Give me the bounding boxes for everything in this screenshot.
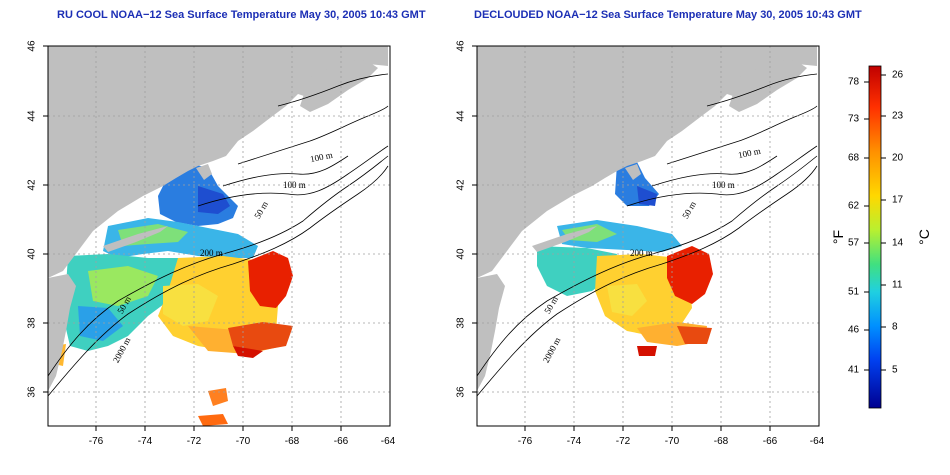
lon-tick-label: -66 [333, 436, 349, 447]
contour-label: 200 m [200, 248, 223, 258]
lat-tick-label: 40 [455, 248, 467, 260]
celsius-tick-label: 17 [892, 194, 904, 206]
fahrenheit-tick-label: 57 [848, 237, 860, 249]
lon-tick-label: -70 [235, 436, 251, 447]
lat-tick-label: 42 [455, 179, 467, 191]
lon-tick-label: -70 [664, 436, 680, 447]
left-map-title: RU COOL NOAA−12 Sea Surface Temperature … [57, 9, 426, 21]
lon-tick-label: -74 [137, 436, 153, 447]
lat-tick-label: 46 [26, 40, 38, 52]
lon-tick-label: -66 [762, 436, 778, 447]
celsius-unit-label: °C [916, 229, 932, 245]
lat-tick-label: 46 [455, 40, 467, 52]
colorbar-ticks [864, 74, 886, 371]
lat-tick-label: 44 [455, 110, 467, 122]
fahrenheit-unit-label: °F [830, 229, 846, 245]
left-axis-ticks [43, 45, 342, 431]
right-map-panel [476, 45, 820, 427]
lat-tick-label: 44 [26, 110, 38, 122]
celsius-tick-label: 5 [892, 364, 898, 376]
fahrenheit-tick-label: 68 [848, 152, 860, 164]
fahrenheit-tick-label: 46 [848, 324, 860, 336]
lat-tick-label: 38 [455, 317, 467, 329]
celsius-tick-label: 20 [892, 152, 904, 164]
lon-tick-label: -72 [615, 436, 631, 447]
fahrenheit-tick-label: 73 [848, 113, 860, 125]
contour-label: 100 m [712, 180, 735, 190]
lon-tick-label: -76 [88, 436, 104, 447]
left-map-panel [47, 45, 391, 427]
fahrenheit-tick-label: 78 [848, 76, 860, 88]
lat-tick-label: 36 [455, 386, 467, 398]
contour-label: 100 m [283, 180, 306, 190]
lon-tick-label: -76 [517, 436, 533, 447]
lon-tick-label: -72 [186, 436, 202, 447]
celsius-tick-label: 26 [892, 69, 904, 81]
lat-tick-label: 40 [26, 248, 38, 260]
contour-label: 200 m [630, 248, 653, 258]
lat-tick-label: 42 [26, 179, 38, 191]
lon-tick-label: -68 [284, 436, 300, 447]
lon-tick-label: -64 [380, 436, 396, 447]
lon-tick-label: -68 [713, 436, 729, 447]
fahrenheit-tick-label: 41 [848, 364, 860, 376]
lat-tick-label: 36 [26, 386, 38, 398]
right-axis-ticks [472, 45, 771, 431]
lon-tick-label: -74 [566, 436, 582, 447]
colorbar [868, 65, 882, 409]
celsius-tick-label: 11 [892, 279, 903, 291]
right-map-title: DECLOUDED NOAA−12 Sea Surface Temperatur… [474, 9, 862, 21]
fahrenheit-tick-label: 51 [848, 286, 860, 298]
lon-tick-label: -64 [809, 436, 825, 447]
lat-tick-label: 38 [26, 317, 38, 329]
celsius-tick-label: 23 [892, 110, 904, 122]
fahrenheit-tick-label: 62 [848, 200, 860, 212]
celsius-tick-label: 8 [892, 321, 898, 333]
celsius-tick-label: 14 [892, 237, 904, 249]
